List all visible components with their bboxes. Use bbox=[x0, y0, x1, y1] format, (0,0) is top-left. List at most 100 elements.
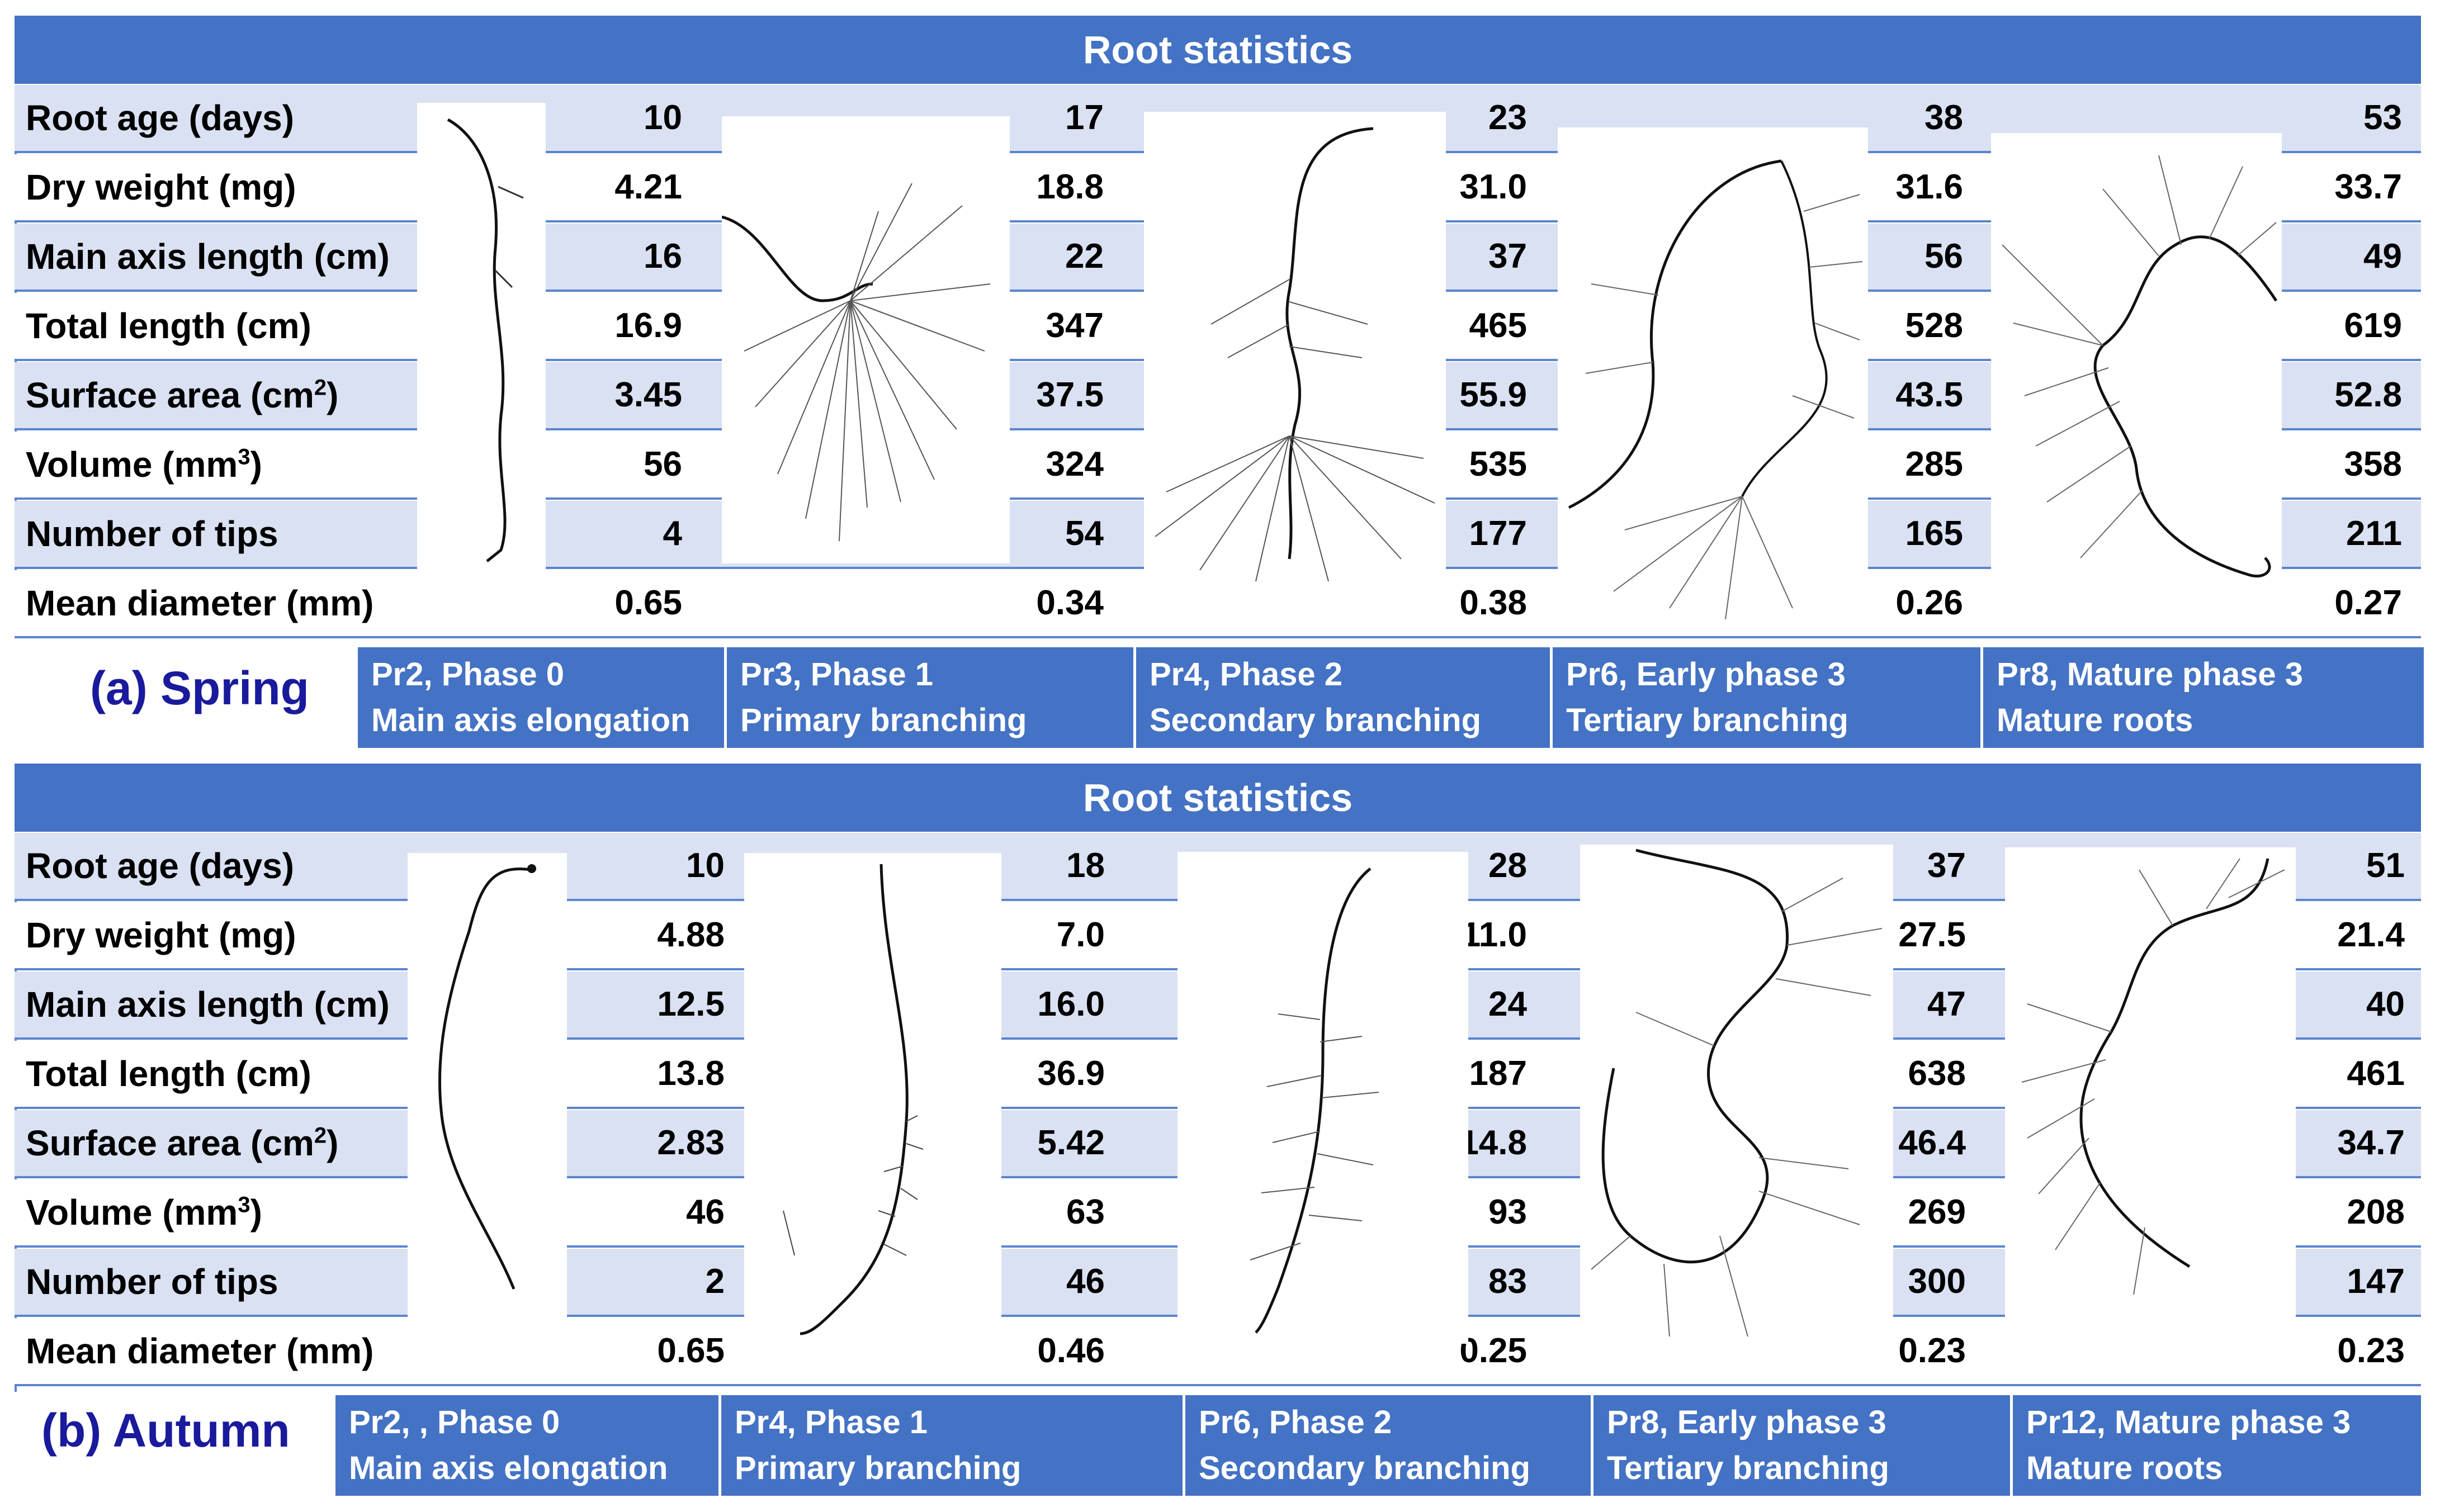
season-label: (a) Spring bbox=[90, 662, 309, 714]
cell-value: 638 bbox=[1908, 1054, 1966, 1093]
cell-value: 83 bbox=[1488, 1262, 1527, 1301]
phase-label: Pr4, Phase 1 Primary branching bbox=[721, 1395, 1185, 1496]
cell-value: 2 bbox=[705, 1262, 725, 1301]
cell-value: 347 bbox=[1046, 306, 1104, 345]
root-image bbox=[1144, 112, 1446, 593]
cell-value: 56 bbox=[644, 445, 682, 484]
row-label: Volume (mm3) bbox=[26, 1192, 262, 1233]
cell-value: 12.5 bbox=[657, 985, 725, 1023]
cell-value: 0.38 bbox=[1459, 584, 1527, 622]
cell-value: 37.5 bbox=[1036, 376, 1104, 414]
row-label: Root age (days) bbox=[26, 98, 295, 138]
phase-label: Pr8, Mature phase 3 Mature roots bbox=[1983, 647, 2424, 748]
cell-value: 3.45 bbox=[614, 376, 682, 414]
row-label: Main axis length (cm) bbox=[26, 984, 390, 1025]
cell-value: 465 bbox=[1469, 306, 1527, 345]
root-image bbox=[417, 103, 546, 578]
cell-value: 53 bbox=[2363, 98, 2402, 137]
cell-value: 0.27 bbox=[2334, 584, 2402, 622]
root-image bbox=[1991, 133, 2282, 591]
cell-value: 46 bbox=[686, 1193, 725, 1231]
cell-value: 24 bbox=[1488, 985, 1527, 1023]
cell-value: 28 bbox=[1488, 846, 1527, 885]
row-label: Volume (mm3) bbox=[26, 444, 262, 485]
table-header: Root statistics bbox=[15, 16, 2421, 84]
cell-value: 285 bbox=[1905, 445, 1963, 484]
cell-value: 40 bbox=[2366, 985, 2405, 1023]
cell-value: 46.4 bbox=[1898, 1124, 1966, 1162]
row-label: Number of tips bbox=[26, 1262, 278, 1302]
row-label: Number of tips bbox=[26, 514, 278, 554]
cell-value: 269 bbox=[1908, 1193, 1966, 1231]
cell-value: 208 bbox=[2347, 1193, 2405, 1231]
root-image bbox=[408, 853, 567, 1317]
root-image bbox=[2005, 847, 2296, 1339]
root-image bbox=[1178, 852, 1468, 1344]
root-image bbox=[1580, 845, 1893, 1348]
cell-value: 0.23 bbox=[2337, 1331, 2405, 1370]
cell-value: 17 bbox=[1065, 98, 1104, 137]
phase-label: Pr6, Early phase 3 Tertiary branching bbox=[1553, 647, 1983, 748]
row-label: Mean diameter (mm) bbox=[26, 583, 374, 623]
cell-value: 0.65 bbox=[614, 584, 682, 622]
cell-value: 36.9 bbox=[1037, 1054, 1105, 1093]
row-label: Main axis length (cm) bbox=[26, 236, 390, 277]
cell-value: 300 bbox=[1908, 1262, 1966, 1301]
cell-value: 37 bbox=[1488, 237, 1527, 276]
row-label: Mean diameter (mm) bbox=[26, 1331, 374, 1371]
phase-label: Pr4, Phase 2 Secondary branching bbox=[1136, 647, 1553, 748]
root-image bbox=[722, 116, 1010, 563]
cell-value: 177 bbox=[1469, 514, 1527, 553]
cell-value: 0.65 bbox=[657, 1331, 725, 1370]
cell-value: 63 bbox=[1066, 1193, 1105, 1231]
phase-label: Pr12, Mature phase 3 Mature roots bbox=[2013, 1395, 2421, 1496]
cell-value: 14.8 bbox=[1459, 1124, 1527, 1162]
phase-label: Pr3, Phase 1 Primary branching bbox=[727, 647, 1136, 748]
cell-value: 49 bbox=[2363, 237, 2402, 276]
cell-value: 358 bbox=[2344, 445, 2402, 484]
cell-value: 52.8 bbox=[2334, 376, 2402, 414]
cell-value: 56 bbox=[1924, 237, 1963, 276]
cell-value: 55.9 bbox=[1459, 376, 1527, 414]
phase-label: Pr2, Phase 0 Main axis elongation bbox=[358, 647, 727, 748]
cell-value: 16.0 bbox=[1037, 985, 1105, 1023]
cell-value: 31.6 bbox=[1895, 168, 1963, 206]
cell-value: 619 bbox=[2344, 306, 2402, 345]
cell-value: 51 bbox=[2366, 846, 2405, 885]
phase-label: Pr6, Phase 2 Secondary branching bbox=[1185, 1395, 1593, 1496]
cell-value: 10 bbox=[644, 98, 682, 137]
cell-value: 147 bbox=[2347, 1262, 2405, 1301]
table-header: Root statistics bbox=[15, 764, 2421, 832]
cell-value: 37 bbox=[1927, 846, 1966, 885]
cell-value: 46 bbox=[1066, 1262, 1105, 1301]
cell-value: 34.7 bbox=[2337, 1124, 2405, 1162]
cell-value: 7.0 bbox=[1056, 916, 1105, 954]
row-label: Dry weight (mg) bbox=[26, 915, 296, 955]
row-label: Total length (cm) bbox=[26, 1054, 311, 1094]
cell-value: 13.8 bbox=[657, 1054, 725, 1093]
cell-value: 2.83 bbox=[657, 1124, 725, 1162]
cell-value: 4.21 bbox=[614, 168, 682, 206]
cell-value: 211 bbox=[2346, 514, 2402, 553]
cell-value: 54 bbox=[1065, 514, 1104, 553]
panel-spring: Root statistics Root age (days) 10 17 23… bbox=[15, 16, 2424, 753]
cell-value: 528 bbox=[1905, 306, 1963, 345]
cell-value: 43.5 bbox=[1895, 376, 1963, 414]
row-label: Total length (cm) bbox=[26, 306, 311, 346]
row-label: Surface area (cm2) bbox=[26, 1123, 339, 1163]
cell-value: 11.0 bbox=[1461, 916, 1527, 954]
cell-value: 461 bbox=[2347, 1054, 2405, 1093]
cell-value: 0.46 bbox=[1037, 1331, 1105, 1370]
cell-value: 10 bbox=[686, 846, 725, 885]
cell-value: 38 bbox=[1924, 98, 1963, 137]
cell-value: 16.9 bbox=[614, 306, 682, 345]
cell-value: 535 bbox=[1469, 445, 1527, 484]
phase-bar: Pr2, Phase 0 Main axis elongation Pr3, Ph… bbox=[358, 647, 2424, 748]
row-label: Dry weight (mg) bbox=[26, 167, 296, 207]
cell-value: 187 bbox=[1469, 1054, 1527, 1093]
cell-value: 47 bbox=[1927, 985, 1966, 1023]
cell-value: 4 bbox=[663, 514, 682, 553]
cell-value: 18 bbox=[1066, 846, 1105, 885]
cell-value: 4.88 bbox=[657, 916, 725, 954]
cell-value: 0.26 bbox=[1895, 584, 1963, 622]
